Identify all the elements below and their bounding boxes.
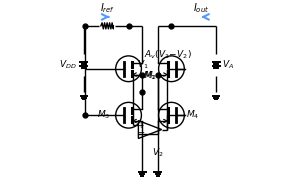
Text: $M_2$: $M_2$: [144, 70, 157, 82]
Text: $A_v(V_1\!-\!V_2)$: $A_v(V_1\!-\!V_2)$: [144, 48, 192, 61]
Text: $M_1$: $M_1$: [143, 70, 157, 82]
Text: $V_2$: $V_2$: [152, 146, 164, 159]
Text: $V_A$: $V_A$: [221, 59, 234, 71]
Text: $M_4$: $M_4$: [186, 109, 200, 121]
Text: +: +: [137, 121, 144, 130]
Text: $I_{out}$: $I_{out}$: [193, 1, 209, 15]
Text: $M_3$: $M_3$: [97, 109, 110, 121]
Text: −: −: [137, 129, 144, 138]
Text: $V_1$: $V_1$: [137, 58, 149, 71]
Text: $V_{DD}$: $V_{DD}$: [59, 59, 77, 71]
Text: $I_{ref}$: $I_{ref}$: [100, 1, 115, 15]
